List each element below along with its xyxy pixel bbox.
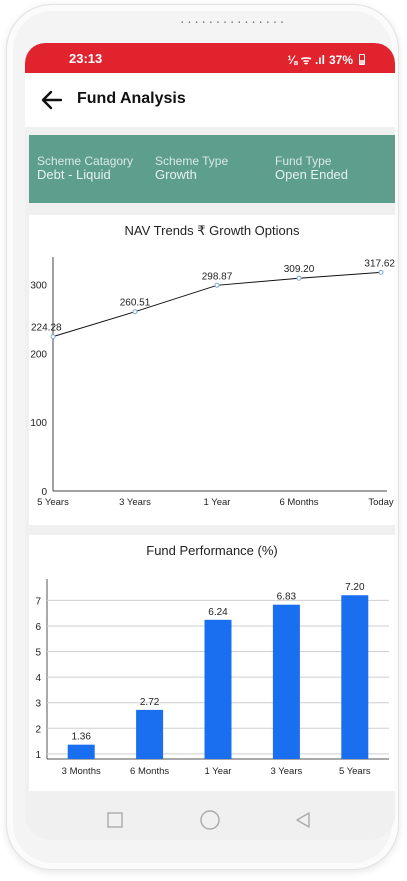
status-time: 23:13 bbox=[69, 51, 103, 66]
nav-data-point bbox=[296, 275, 302, 281]
status-bar: 23:13 ⅛ ᯤ .ıl 37% bbox=[25, 43, 395, 73]
nav-data-label: 224.28 bbox=[31, 323, 62, 334]
recents-icon[interactable] bbox=[105, 810, 125, 830]
scheme-category: Scheme Catagory Debt - Liquid bbox=[37, 154, 134, 182]
nav-data-point bbox=[378, 269, 384, 275]
x-tick-label: 6 Months bbox=[130, 766, 169, 777]
nav-data-label: 298.87 bbox=[202, 271, 233, 282]
x-tick-label: Today bbox=[368, 497, 394, 508]
x-tick-label: 6 Months bbox=[279, 497, 318, 508]
x-tick-label: 3 Years bbox=[271, 766, 303, 777]
y-tick-label: 6 bbox=[35, 622, 41, 633]
x-tick-label: 1 Year bbox=[205, 766, 232, 777]
performance-bar bbox=[341, 595, 369, 759]
speaker-grille: ............... bbox=[179, 13, 286, 26]
nav-data-label: 317.62 bbox=[364, 258, 395, 269]
scheme-info-band: Scheme Catagory Debt - Liquid Scheme Typ… bbox=[29, 135, 395, 203]
fund-type-label: Fund Type bbox=[275, 154, 332, 168]
scheme-category-value: Debt - Liquid bbox=[37, 167, 111, 182]
y-tick-label: 100 bbox=[30, 418, 47, 429]
y-tick-label: 2 bbox=[35, 724, 41, 735]
y-tick-label: 1 bbox=[35, 750, 41, 761]
phone-frame: ............... 23:13 ⅛ ᯤ .ıl 37% Fund A… bbox=[6, 4, 399, 870]
fund-performance-card: Fund Performance (%) 1 2 3 4 5 6 7 1.36 3 Months… bbox=[29, 535, 395, 791]
screen: 23:13 ⅛ ᯤ .ıl 37% Fund Analysis Scheme C… bbox=[25, 43, 395, 840]
y-tick-label: 7 bbox=[35, 596, 41, 607]
nav-chart-title: NAV Trends ₹ Growth Options bbox=[124, 223, 300, 238]
nav-trends-chart: 0 100 200 300 5 Years 3 Years 1 Year 6 Months To… bbox=[30, 257, 395, 508]
nav-data-label: 260.51 bbox=[120, 298, 151, 309]
x-tick-label: 5 Years bbox=[339, 766, 371, 777]
x-tick-label: 5 Years bbox=[37, 497, 69, 508]
signal-icons: ⅛ ᯤ .ıl bbox=[287, 53, 325, 67]
battery-percent: 37% bbox=[328, 52, 353, 67]
x-tick-label: 1 Year bbox=[204, 497, 231, 508]
fund-type: Fund Type Open Ended bbox=[275, 154, 349, 182]
scheme-category-label: Scheme Catagory bbox=[37, 154, 134, 168]
performance-bar bbox=[204, 619, 232, 759]
nav-data-point bbox=[214, 282, 220, 288]
y-tick-label: 0 bbox=[41, 487, 47, 498]
nav-data-label: 309.20 bbox=[284, 264, 315, 275]
y-tick-label: 5 bbox=[35, 648, 41, 659]
scheme-type: Scheme Type Growth bbox=[155, 154, 229, 182]
scheme-type-label: Scheme Type bbox=[155, 154, 229, 168]
y-tick-label: 3 bbox=[35, 699, 41, 710]
x-tick-label: 3 Years bbox=[119, 497, 151, 508]
performance-value-label: 2.72 bbox=[140, 697, 160, 708]
performance-value-label: 1.36 bbox=[71, 732, 91, 743]
system-nav-bar bbox=[25, 800, 395, 840]
fund-type-value: Open Ended bbox=[275, 167, 349, 182]
performance-bar bbox=[136, 709, 164, 759]
status-icons: ⅛ ᯤ .ıl 37% bbox=[287, 51, 365, 68]
performance-value-label: 7.20 bbox=[345, 582, 365, 593]
back-triangle-icon[interactable] bbox=[293, 810, 313, 830]
nav-trends-card: NAV Trends ₹ Growth Options 0 100 200 300 5 … bbox=[29, 215, 395, 525]
y-tick-label: 4 bbox=[35, 673, 41, 684]
y-tick-label: 200 bbox=[30, 349, 47, 360]
performance-bar bbox=[67, 744, 95, 759]
performance-value-label: 6.24 bbox=[208, 607, 228, 618]
back-arrow-icon[interactable] bbox=[39, 87, 65, 113]
performance-value-label: 6.83 bbox=[277, 592, 297, 603]
scheme-type-value: Growth bbox=[155, 167, 197, 182]
app-bar: Fund Analysis bbox=[25, 73, 395, 127]
home-icon[interactable] bbox=[199, 809, 221, 831]
nav-data-point bbox=[50, 334, 56, 340]
battery-icon bbox=[359, 54, 365, 65]
performance-bar bbox=[272, 604, 300, 759]
fund-performance-chart: 1 2 3 4 5 6 7 1.36 3 Months 2.72 6 Months 6.24 1 Yea… bbox=[35, 579, 389, 777]
performance-chart-title: Fund Performance (%) bbox=[146, 543, 278, 558]
y-tick-label: 300 bbox=[30, 281, 47, 292]
nav-data-point bbox=[132, 309, 138, 315]
page-title: Fund Analysis bbox=[77, 90, 186, 107]
x-tick-label: 3 Months bbox=[62, 766, 101, 777]
